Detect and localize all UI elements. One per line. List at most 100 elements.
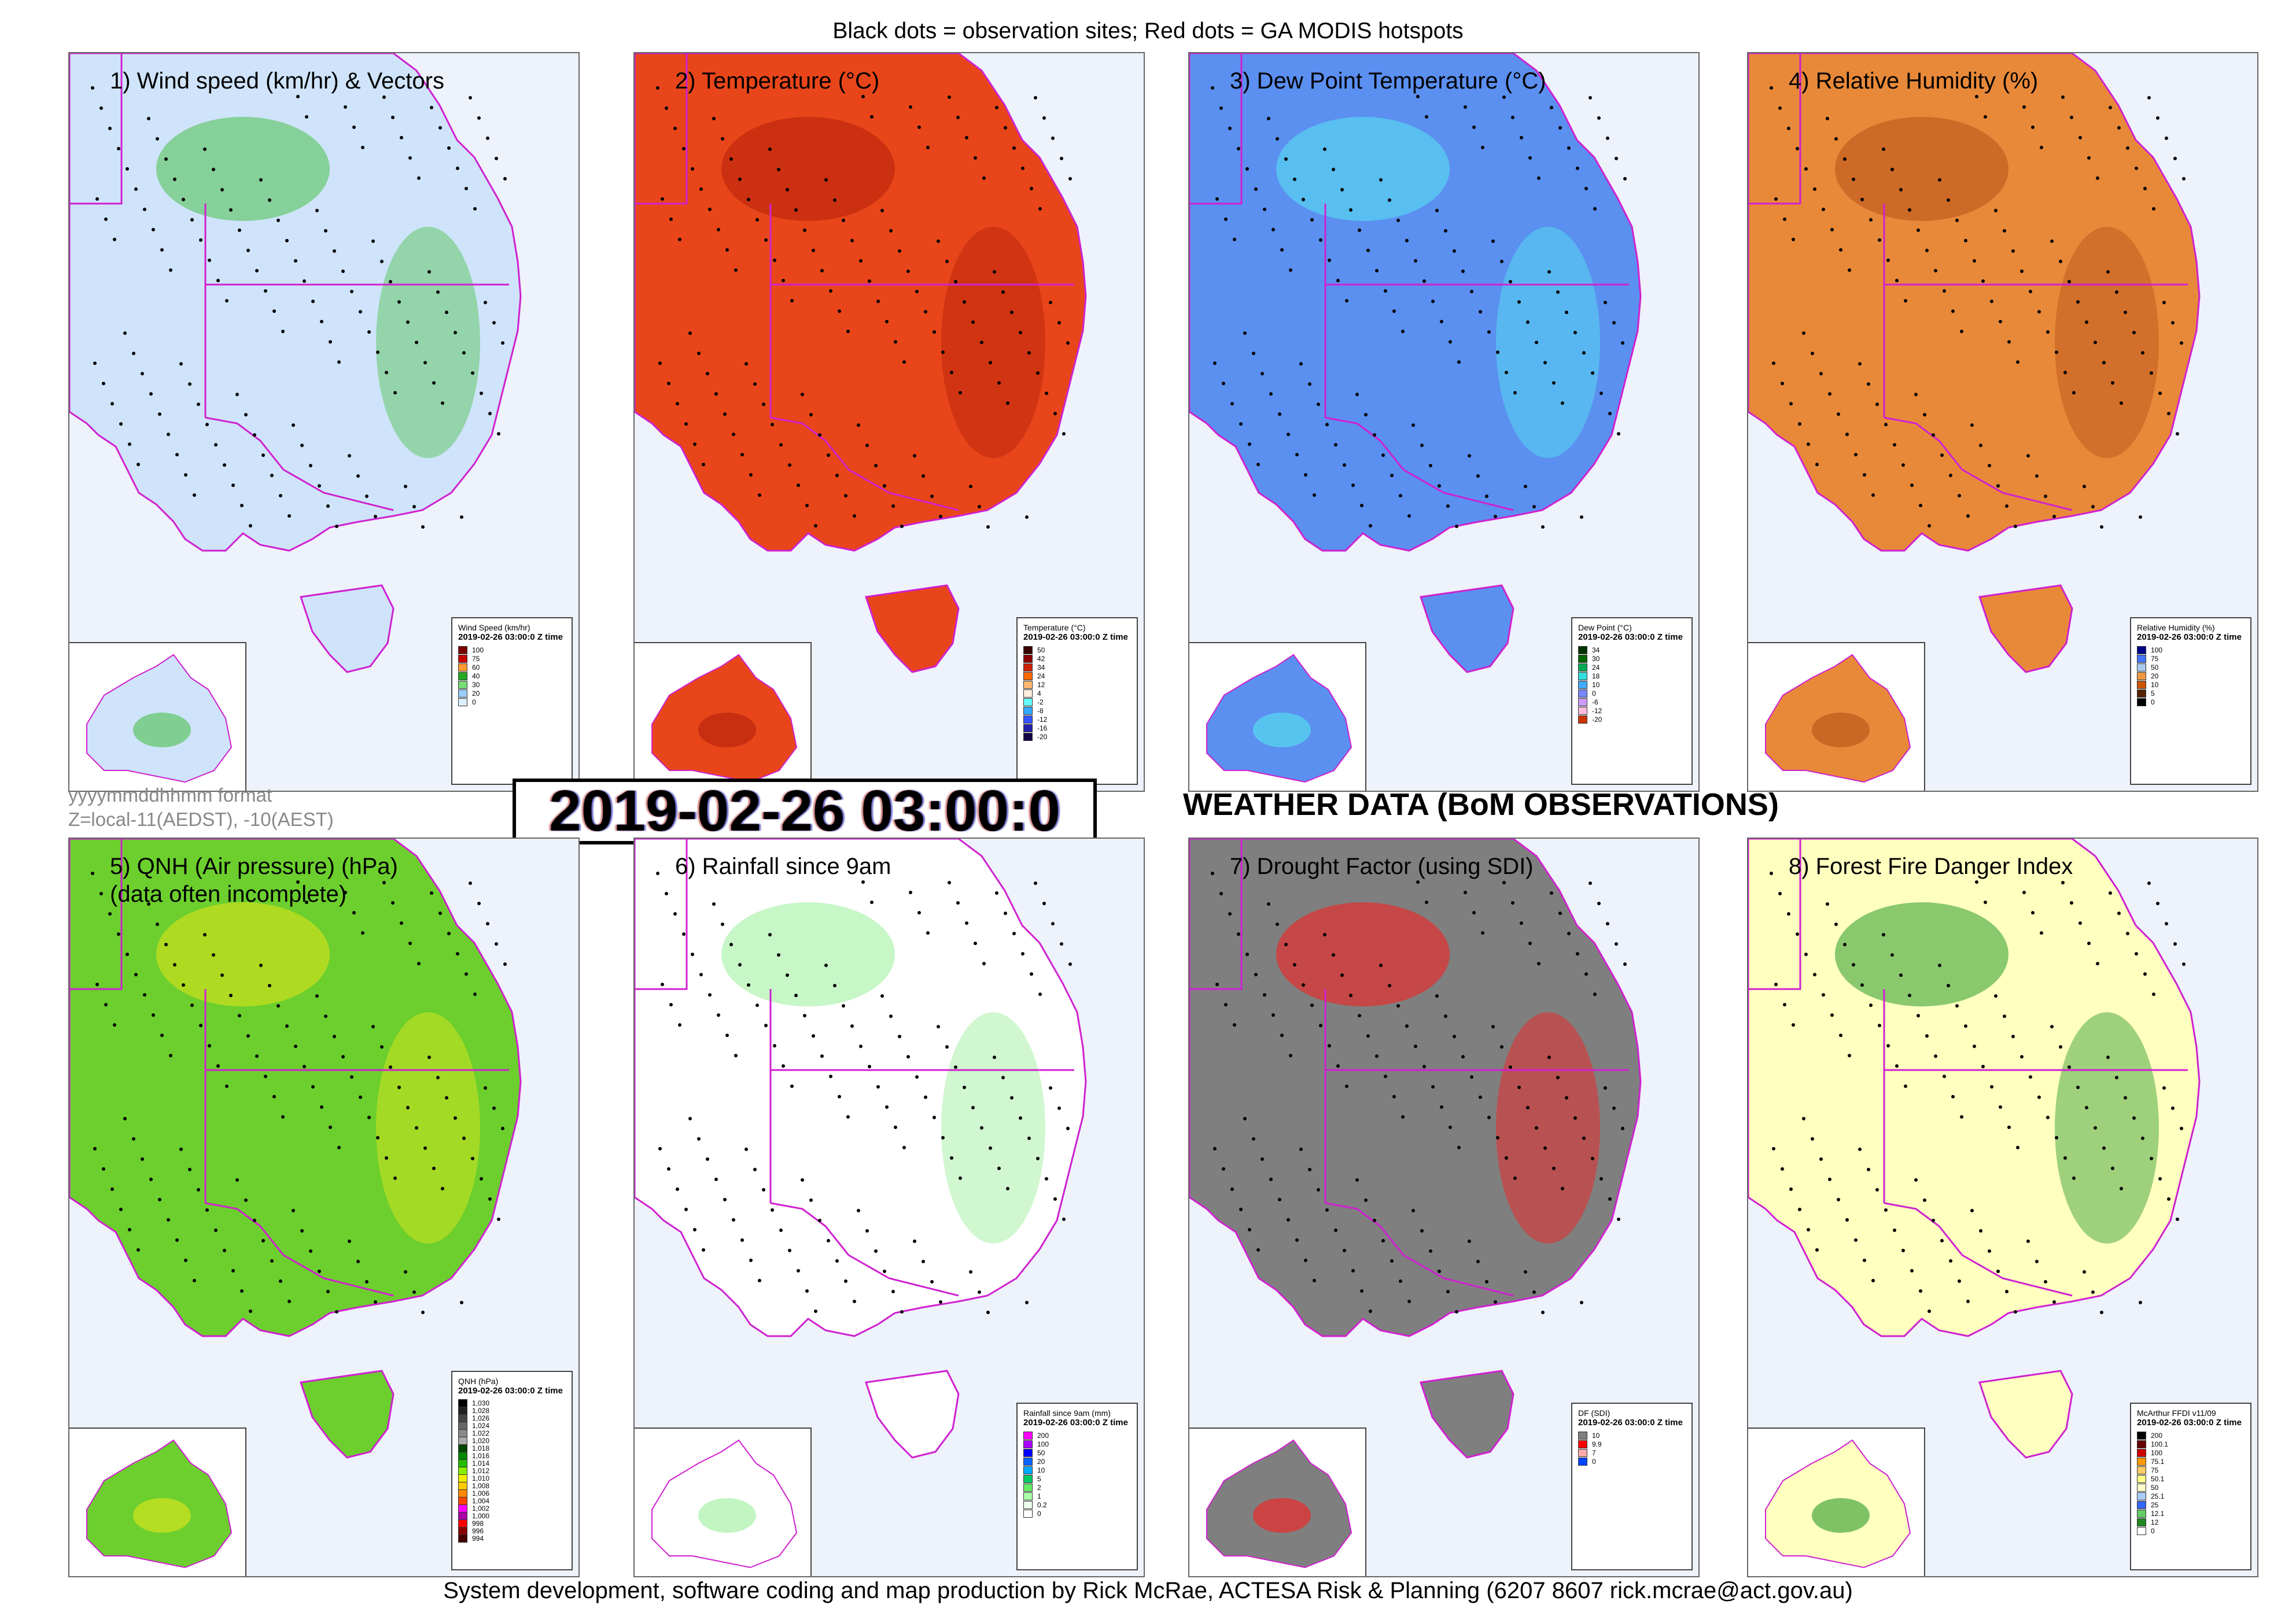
observation-site-dot: [993, 1056, 996, 1059]
observation-site-dot: [294, 1045, 297, 1048]
observation-site-dot: [1464, 105, 1467, 109]
observation-site-dot: [753, 1168, 757, 1171]
observation-site-dot: [305, 115, 308, 119]
observation-site-dot: [1034, 96, 1037, 99]
observation-site-dot: [1807, 442, 1810, 446]
observation-site-dot: [430, 891, 433, 895]
observation-site-dot: [335, 1310, 338, 1314]
legend-swatch: [1023, 732, 1033, 741]
legend-label: 75: [2151, 654, 2159, 663]
observation-site-dot: [1623, 962, 1627, 966]
observation-site-dot: [495, 942, 498, 946]
observation-site-dot: [1455, 1310, 1458, 1314]
observation-site-dot: [1556, 290, 1560, 294]
legend-row: 5: [2137, 689, 2245, 698]
observation-site-dot: [1416, 95, 1420, 98]
observation-site-dot: [277, 219, 280, 222]
legend-label: 1,008: [472, 1481, 490, 1490]
observation-site-dot: [356, 474, 360, 478]
observation-site-dot: [110, 1187, 114, 1191]
observation-site-dot: [797, 484, 800, 487]
observation-site-dot: [2029, 290, 2032, 293]
observation-site-dot: [2141, 351, 2144, 355]
observation-site-dot: [1550, 891, 1553, 895]
observation-site-dot: [924, 1095, 927, 1099]
legend-label: 10: [2151, 680, 2159, 689]
observation-site-dot: [2076, 1086, 2080, 1089]
observation-site-dot: [305, 901, 308, 904]
observation-site-dot: [1293, 963, 1296, 967]
observation-site-dot: [838, 1095, 841, 1098]
legend-label: 1,026: [472, 1414, 490, 1422]
observation-site-dot: [2003, 1015, 2006, 1018]
observation-site-dot: [665, 106, 668, 110]
observation-site-dot: [320, 320, 323, 323]
observation-site-dot: [917, 126, 921, 129]
observation-site-dot: [456, 952, 459, 956]
observation-site-dot: [2059, 260, 2062, 263]
observation-site-dot: [729, 157, 733, 161]
observation-site-dot: [1038, 207, 1042, 211]
legend-label: 1,018: [472, 1444, 490, 1452]
observation-site-dot: [2087, 156, 2091, 160]
observation-site-dot: [1852, 178, 1855, 181]
legend-row: 1,014: [458, 1459, 566, 1467]
observation-site-dot: [1453, 249, 1456, 253]
observation-site-dot: [1287, 1218, 1290, 1222]
observation-site-dot: [933, 1116, 936, 1119]
observation-site-dot: [1401, 330, 1405, 333]
observation-site-dot: [365, 495, 368, 498]
legend-label: 20: [1037, 1457, 1045, 1466]
observation-site-dot: [156, 923, 159, 926]
observation-site-dot: [216, 1064, 220, 1068]
legend-label: 25: [2151, 1500, 2159, 1509]
observation-site-dot: [1573, 1116, 1577, 1120]
legend-label: 5: [2151, 689, 2155, 698]
legend-label: 75.1: [2151, 1457, 2165, 1466]
observation-site-dot: [294, 259, 297, 263]
observation-site-dot: [950, 1156, 953, 1160]
panel-dewpoint: 3) Dew Point Temperature (°C) Dew Point …: [1188, 52, 1700, 792]
observation-site-dot: [842, 1004, 845, 1008]
observation-site-dot: [1621, 341, 1624, 345]
observation-site-dot: [432, 381, 436, 385]
observation-site-dot: [1396, 219, 1400, 222]
observation-site-dot: [1222, 382, 1225, 385]
observation-site-dot: [1027, 1137, 1031, 1140]
observation-site-dot: [1280, 1034, 1284, 1037]
observation-site-dot: [438, 912, 442, 915]
observation-site-dot: [2052, 1300, 2056, 1304]
observation-site-dot: [1778, 106, 1782, 110]
observation-site-dot: [1781, 382, 1784, 385]
observation-site-dot: [1535, 1126, 1538, 1130]
observation-site-dot: [846, 330, 850, 333]
observation-site-dot: [462, 1137, 466, 1140]
observation-site-dot: [318, 484, 321, 488]
observation-site-dot: [829, 289, 832, 293]
observation-site-dot: [1858, 362, 1862, 366]
observation-site-dot: [2050, 1025, 2054, 1028]
legend-row: 34: [1578, 645, 1686, 654]
observation-site-dot: [2020, 1055, 2024, 1058]
legend-swatch: [2137, 698, 2146, 706]
observation-site-dot: [833, 984, 836, 987]
observation-site-dot: [1576, 167, 1579, 170]
observation-site-dot: [1597, 116, 1601, 120]
observation-site-dot: [1792, 1023, 1795, 1027]
observation-site-dot: [1366, 1034, 1370, 1038]
observation-site-dot: [693, 442, 696, 446]
tasmania: [1420, 1370, 1514, 1459]
observation-site-dot: [2162, 1086, 2166, 1090]
legend-swatch: [1023, 1509, 1033, 1518]
legend-label: 0: [1037, 1509, 1041, 1518]
observation-site-dot: [1565, 311, 1568, 314]
panel-drought: 7) Drought Factor (using SDI) DF (SDI) 20…: [1188, 838, 1700, 1577]
legend-row: 5: [1023, 1474, 1131, 1483]
legend-swatch: [2137, 1526, 2146, 1535]
observation-site-dot: [782, 279, 785, 282]
observation-site-dot: [2007, 340, 2011, 344]
observation-site-dot: [93, 1147, 97, 1150]
observation-site-dot: [2067, 1065, 2071, 1069]
observation-site-dot: [2180, 1127, 2183, 1130]
observation-site-dot: [805, 504, 809, 507]
